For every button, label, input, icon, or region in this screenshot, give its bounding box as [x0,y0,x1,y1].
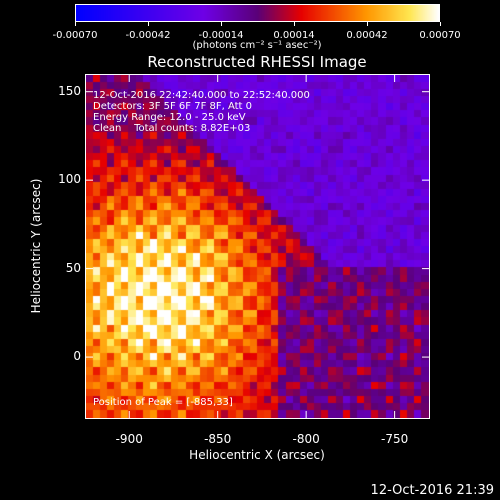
x-tick-label: -800 [292,432,320,446]
colorbar-tick-mark [367,22,368,26]
colorbar [75,4,440,24]
y-tick-label: 0 [73,349,81,364]
colorbar-tick-label: -0.00070 [52,30,98,41]
detectors-text: Detectors: 3F 5F 6F 7F 8F, Att 0 [93,101,253,112]
colorbar-tick-label: 0.00042 [346,30,388,41]
heatmap-canvas [86,75,429,418]
colorbar-tick-mark [221,22,222,26]
colorbar-tick-mark [148,22,149,26]
energy-range-text: Energy Range: 12.0 - 25.0 keV [93,112,246,123]
y-axis-label: Heliocentric Y (arcsec) [29,178,43,314]
colorbar-tick-mark [75,22,76,26]
colorbar-tick-label: 0.00014 [273,30,315,41]
x-tick-label: -750 [380,432,409,446]
x-tick-label: -850 [204,432,232,446]
algorithm-text: Clean [93,123,122,134]
colorbar-tick-label: -0.00042 [125,30,171,41]
algorithm-counts-text: Clean Total counts: 8.82E+03 [93,123,250,134]
colorbar-gradient [75,4,440,22]
colorbar-tick-label: -0.00014 [198,30,244,41]
y-tick-label: 150 [58,83,81,98]
time-range-text: 12-Oct-2016 22:42:40.000 to 22:52:40.000 [93,90,310,101]
footer-timestamp: 12-Oct-2016 21:39 [370,483,494,498]
heatmap-plot: 12-Oct-2016 22:42:40.000 to 22:52:40.000… [85,74,430,419]
y-tick-label: 100 [58,172,81,187]
colorbar-tick-label: 0.00070 [419,30,461,41]
colorbar-units: (photons cm⁻² s⁻¹ asec⁻²) [192,40,322,51]
total-counts-text: Total counts: 8.82E+03 [134,123,251,134]
peak-position-text: Position of Peak = [-885,33] [93,397,233,408]
image-title: Reconstructed RHESSI Image [147,53,367,71]
y-tick-label: 50 [65,260,81,275]
x-tick-label: -900 [115,432,143,446]
colorbar-tick-mark [440,22,441,26]
colorbar-tick-mark [294,22,295,26]
x-axis-label: Heliocentric X (arcsec) [189,448,325,462]
